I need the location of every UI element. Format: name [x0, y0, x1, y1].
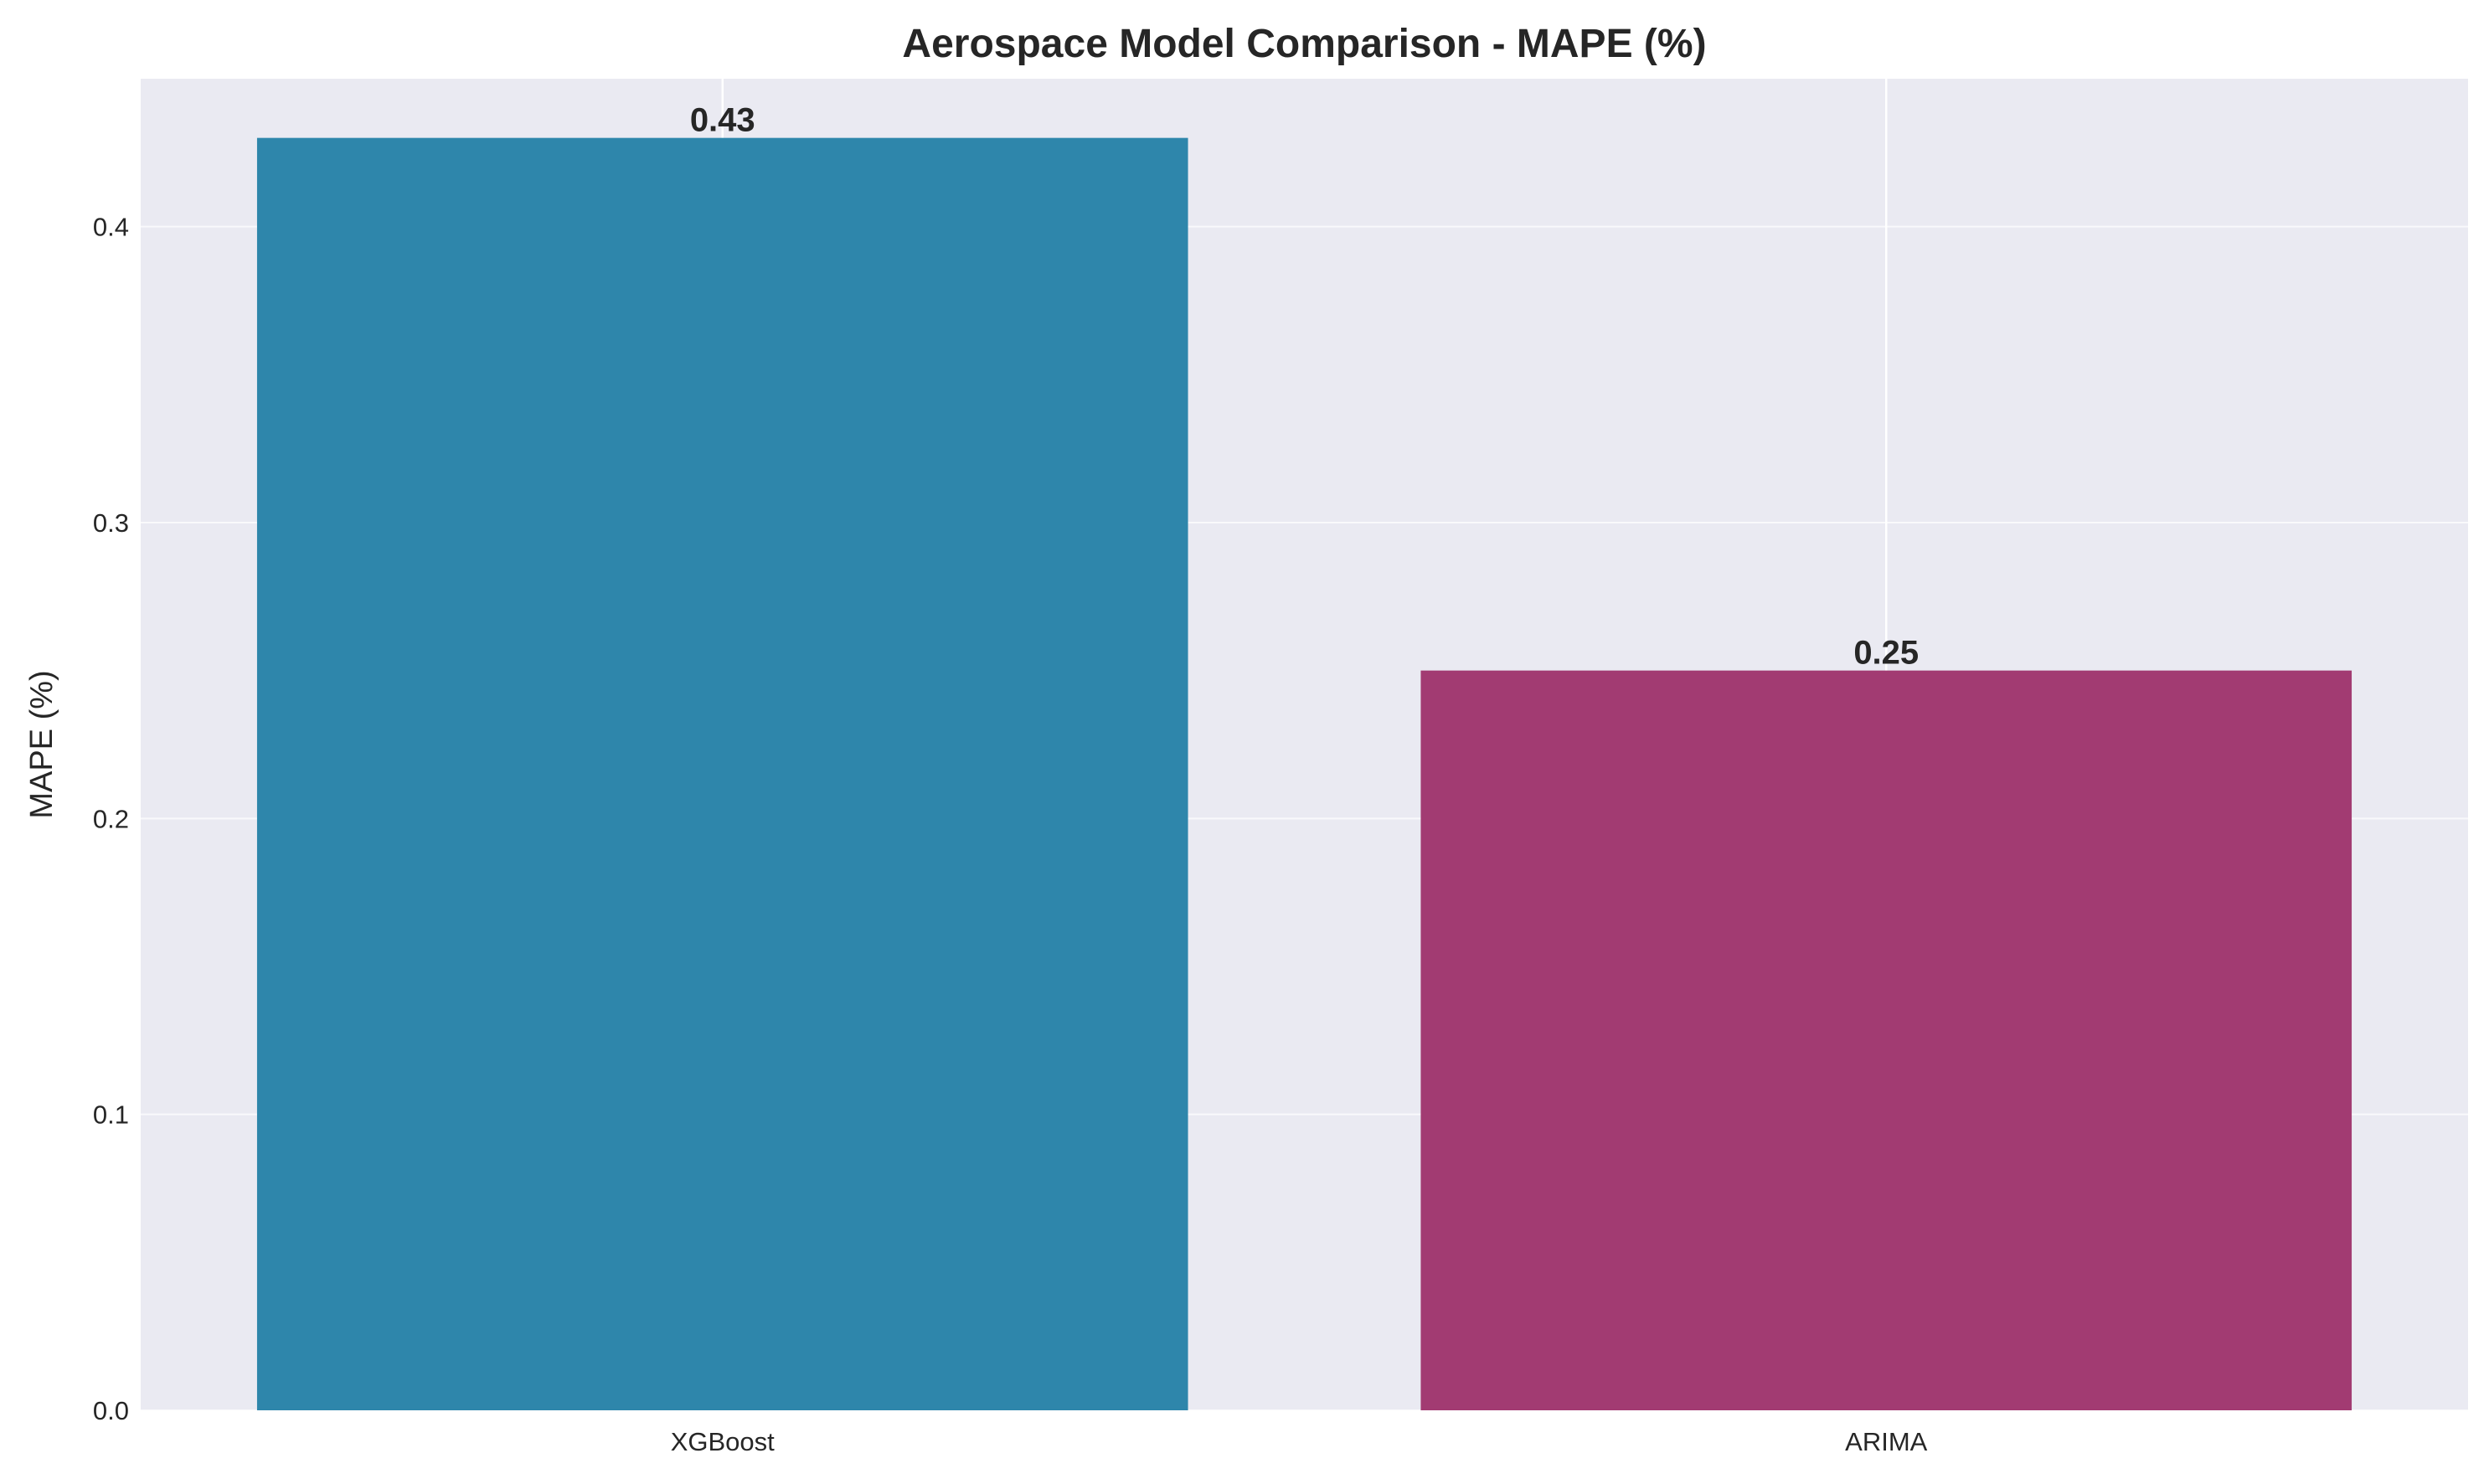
bar-xgboost [256, 137, 1188, 1411]
y-tick-label: 0.1 [93, 1100, 129, 1130]
y-axis-label: MAPE (%) [24, 670, 59, 818]
bar-arima [1420, 670, 2352, 1410]
y-tick-label: 0.2 [93, 804, 129, 833]
bar-value-labels: 0.43 0.25 [690, 102, 1919, 672]
y-axis-ticks: 0.0 0.1 0.2 0.3 0.4 [93, 213, 129, 1425]
bar-value-label: 0.43 [690, 102, 755, 139]
bars [256, 137, 2352, 1411]
y-tick-label: 0.4 [93, 213, 129, 242]
x-tick-label: XGBoost [671, 1427, 775, 1456]
bar-value-label: 0.25 [1853, 635, 1919, 672]
y-tick-label: 0.3 [93, 508, 129, 538]
y-tick-label: 0.0 [93, 1396, 129, 1425]
x-axis-ticks: XGBoost ARIMA [671, 1427, 1928, 1456]
x-tick-label: ARIMA [1845, 1427, 1928, 1456]
chart-title: Aerospace Model Comparison - MAPE (%) [902, 22, 1706, 66]
